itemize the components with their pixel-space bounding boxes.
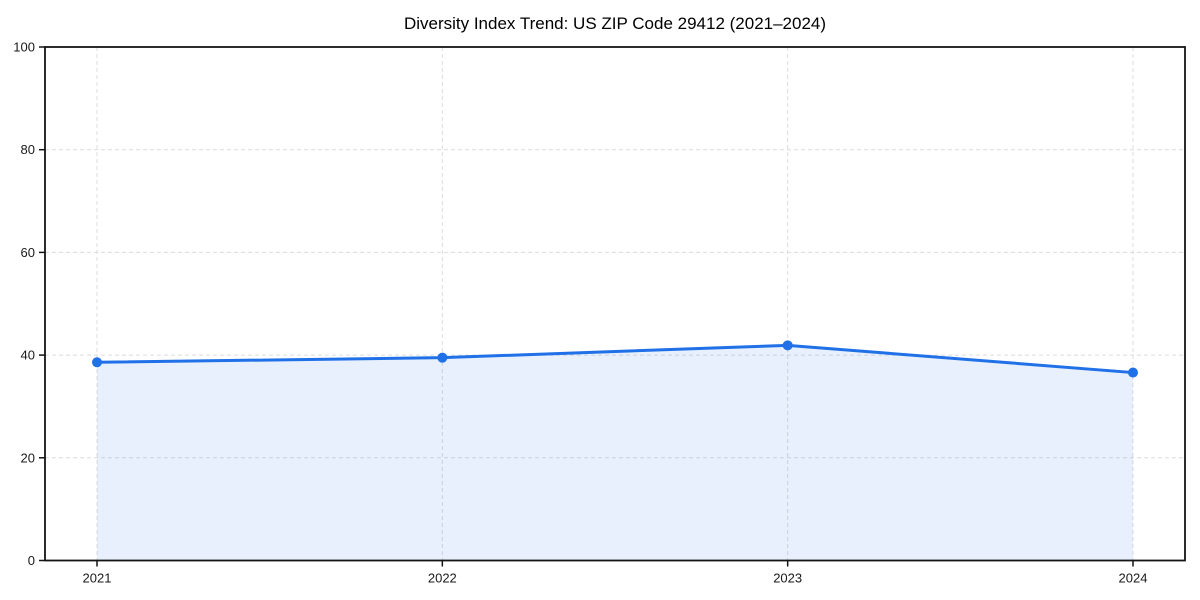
chart-title: Diversity Index Trend: US ZIP Code 29412… [403, 14, 827, 33]
y-axis-tick-label: 0 [28, 553, 35, 568]
data-point [782, 340, 793, 351]
area-fill [97, 345, 1133, 561]
x-axis-tick-label: 2021 [83, 571, 112, 586]
y-axis-tick-label: 60 [21, 245, 35, 260]
y-axis-tick-label: 40 [21, 348, 35, 363]
data-point [92, 357, 102, 368]
x-axis-tick-label: 2023 [773, 571, 802, 586]
x-axis-tick-label: 2022 [428, 571, 457, 586]
y-axis-tick-label: 20 [21, 450, 35, 465]
data-point [1128, 367, 1138, 378]
y-axis-tick-label: 100 [13, 40, 35, 55]
y-axis-tick-label: 80 [21, 142, 35, 157]
x-axis-tick-label: 2024 [1119, 571, 1148, 586]
trend-line [95, 343, 1135, 375]
plot-border [44, 46, 1186, 562]
data-point [437, 352, 448, 363]
